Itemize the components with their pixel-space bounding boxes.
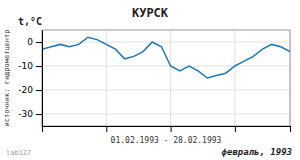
title: КУРСК bbox=[132, 6, 169, 20]
y-label: t,°C bbox=[18, 16, 42, 27]
x-tick-mark bbox=[235, 126, 236, 132]
y-tick: -30 bbox=[18, 109, 42, 119]
x-tick bbox=[171, 126, 172, 132]
grid-line-x bbox=[170, 30, 171, 126]
grid-line-y bbox=[42, 42, 290, 43]
y-tick-mark bbox=[36, 90, 42, 91]
y-tick-label: -10 bbox=[18, 61, 33, 71]
x-tick bbox=[290, 126, 291, 132]
x-tick bbox=[106, 126, 107, 132]
grid-line-y bbox=[42, 66, 290, 67]
y-tick-mark bbox=[36, 42, 42, 43]
data-line bbox=[42, 37, 290, 78]
source-label: источник: гидрометцентр bbox=[3, 30, 11, 127]
x-tick bbox=[42, 126, 43, 132]
x-tick-mark bbox=[42, 126, 43, 132]
x-axis-line bbox=[43, 126, 291, 127]
x-label: 01.02.1993 - 28.02.1993 bbox=[111, 136, 222, 145]
x-axis bbox=[43, 126, 291, 132]
y-tick-label: -20 bbox=[18, 85, 33, 95]
y-tick: 0 bbox=[27, 37, 42, 47]
grid-line-y bbox=[42, 114, 290, 115]
plot-area bbox=[42, 37, 290, 78]
y-axis: 0 -10 -20 -30 bbox=[18, 31, 42, 127]
x-tick-mark bbox=[171, 126, 172, 132]
grid-line-y bbox=[42, 90, 290, 91]
watermark: lab127 bbox=[6, 149, 31, 157]
x-tick bbox=[235, 126, 236, 132]
y-tick-label: 0 bbox=[27, 37, 33, 47]
y-axis-line bbox=[42, 31, 43, 127]
footer: февраль, 1993 bbox=[222, 147, 292, 157]
y-tick-label: -30 bbox=[18, 109, 33, 119]
chart: 0 -10 -20 -30 КУРСК t,°C 01.02.1993 - 28.02.19… bbox=[0, 0, 300, 160]
y-tick-mark bbox=[36, 66, 42, 67]
plot-frame bbox=[42, 30, 290, 126]
grid bbox=[42, 30, 290, 126]
y-tick: -10 bbox=[18, 61, 42, 71]
y-tick: -20 bbox=[18, 85, 42, 95]
x-tick-mark bbox=[290, 126, 291, 132]
x-tick-mark bbox=[106, 126, 107, 132]
grid-line-x bbox=[234, 30, 235, 126]
y-tick-mark bbox=[36, 114, 42, 115]
